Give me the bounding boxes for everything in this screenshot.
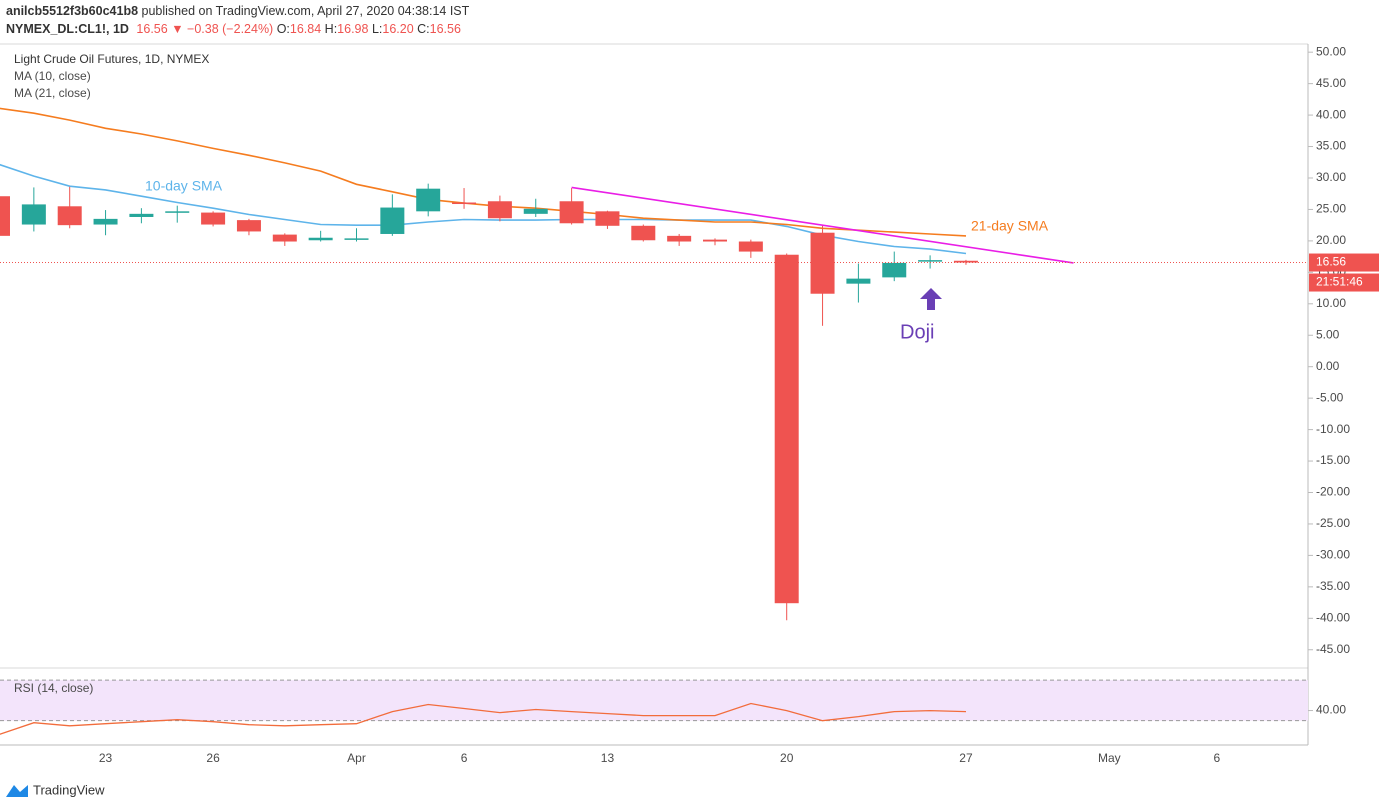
y-tick-label: 50.00: [1316, 44, 1346, 58]
x-tick-label: 13: [601, 751, 615, 765]
candle-body: [631, 225, 656, 241]
annotation-doji: Doji: [900, 321, 934, 343]
candle-body: [57, 206, 82, 226]
open-label: O:: [277, 22, 290, 36]
x-tick-label: 27: [959, 751, 973, 765]
candle-body: [774, 254, 799, 604]
y-tick-label: 45.00: [1316, 76, 1346, 90]
last: 16.56: [136, 22, 167, 36]
published: published on TradingView.com, April 27, …: [142, 4, 470, 18]
rsi-pane: [0, 679, 1308, 735]
footer-brand: TradingView: [33, 782, 105, 797]
header-line-1: anilcb5512f3b60c41b8 published on Tradin…: [6, 4, 470, 18]
candle-body: [703, 239, 727, 242]
candle-body: [21, 204, 46, 225]
x-tick-label: 26: [206, 751, 220, 765]
y-tick-label: 35.00: [1316, 139, 1346, 153]
candle-body: [667, 235, 692, 242]
y-tick-label: -40.00: [1316, 610, 1350, 624]
x-tick-label: 20: [780, 751, 794, 765]
candle-body: [738, 241, 763, 252]
moving-average-line: [0, 107, 967, 237]
low-label: L:: [372, 22, 382, 36]
last-price-box: [1309, 253, 1379, 272]
candle-body: [380, 207, 405, 234]
close: 16.56: [430, 22, 461, 36]
x-tick-label: 6: [1214, 751, 1221, 765]
candle-body: [93, 218, 118, 225]
y-tick-label: 10.00: [1316, 296, 1346, 310]
high: 16.98: [337, 22, 368, 36]
legend-ma10: MA (10, close): [14, 69, 91, 83]
y-tick-label: -10.00: [1316, 422, 1350, 436]
candle-body: [165, 211, 190, 213]
y-tick-label: -25.00: [1316, 516, 1350, 530]
close-label: C:: [417, 22, 430, 36]
trendline: [571, 186, 1074, 264]
candle-body: [810, 232, 835, 294]
y-tick-label: -15.00: [1316, 453, 1350, 467]
footer-logo: [6, 785, 28, 797]
y-tick-label: 30.00: [1316, 170, 1346, 184]
annotation-21-day-sma: 21-day SMA: [971, 218, 1049, 234]
high-label: H:: [325, 22, 338, 36]
y-tick-label: -20.00: [1316, 485, 1350, 499]
candle-body: [595, 211, 620, 226]
candle-body: [416, 188, 441, 212]
doji-arrow: [920, 288, 942, 310]
y-tick-label: 40.00: [1316, 107, 1346, 121]
y-tick-label: 5.00: [1316, 327, 1340, 341]
low: 16.20: [382, 22, 413, 36]
y-tick-label: 25.00: [1316, 202, 1346, 216]
rsi-band: [0, 680, 1308, 721]
candle-body: [559, 201, 584, 224]
y-tick-label: -30.00: [1316, 548, 1350, 562]
y-tick-label: 0.00: [1316, 359, 1340, 373]
y-tick-label: 20.00: [1316, 233, 1346, 247]
main-pane: [0, 107, 1308, 621]
logo-icon: [6, 785, 28, 797]
candle-body: [272, 234, 297, 242]
last-price-label: 16.56: [1316, 255, 1346, 269]
rsi-title: RSI (14, close): [14, 681, 93, 695]
rsi-line: [0, 702, 967, 735]
header-line-2: NYMEX_DL:CL1!, 1D 16.56 ▼ −0.38 (−2.24%)…: [6, 22, 461, 36]
symbol: NYMEX_DL:CL1!, 1D: [6, 22, 129, 36]
moving-average-line: [0, 163, 967, 255]
candle-body: [201, 212, 226, 225]
candle-body: [129, 213, 154, 217]
y-tick-label: 40.00: [1316, 703, 1346, 717]
countdown-label: 21:51:46: [1316, 275, 1363, 289]
main-title: Light Crude Oil Futures, 1D, NYMEX: [14, 52, 209, 66]
open: 16.84: [290, 22, 321, 36]
candle-body: [308, 237, 333, 241]
y-tick-label: -5.00: [1316, 390, 1344, 404]
legend-ma21: MA (21, close): [14, 86, 91, 100]
axes: 50.0045.0040.0035.0030.0025.0020.0015.00…: [99, 44, 1379, 765]
countdown-box: [1309, 273, 1379, 292]
candle-body: [882, 262, 907, 278]
candle-body: [236, 220, 261, 232]
annotation-10-day-sma: 10-day SMA: [145, 178, 223, 194]
candle-body: [918, 260, 943, 262]
candle-body: [344, 238, 369, 240]
change: −0.38 (−2.24%): [187, 22, 273, 36]
x-tick-label: 6: [461, 751, 468, 765]
y-tick-label: -35.00: [1316, 579, 1350, 593]
candle-body: [953, 260, 978, 263]
x-tick-label: May: [1098, 751, 1121, 765]
y-tick-label: -45.00: [1316, 642, 1350, 656]
candle-body: [846, 278, 871, 284]
candle-body: [523, 208, 548, 214]
x-tick-label: 23: [99, 751, 113, 765]
x-tick-label: Apr: [347, 751, 366, 765]
arrow: ▼: [171, 22, 183, 36]
author: anilcb5512f3b60c41b8: [6, 4, 138, 18]
candle-body: [0, 196, 10, 236]
candle-body: [487, 201, 512, 219]
candle-body: [452, 202, 477, 205]
